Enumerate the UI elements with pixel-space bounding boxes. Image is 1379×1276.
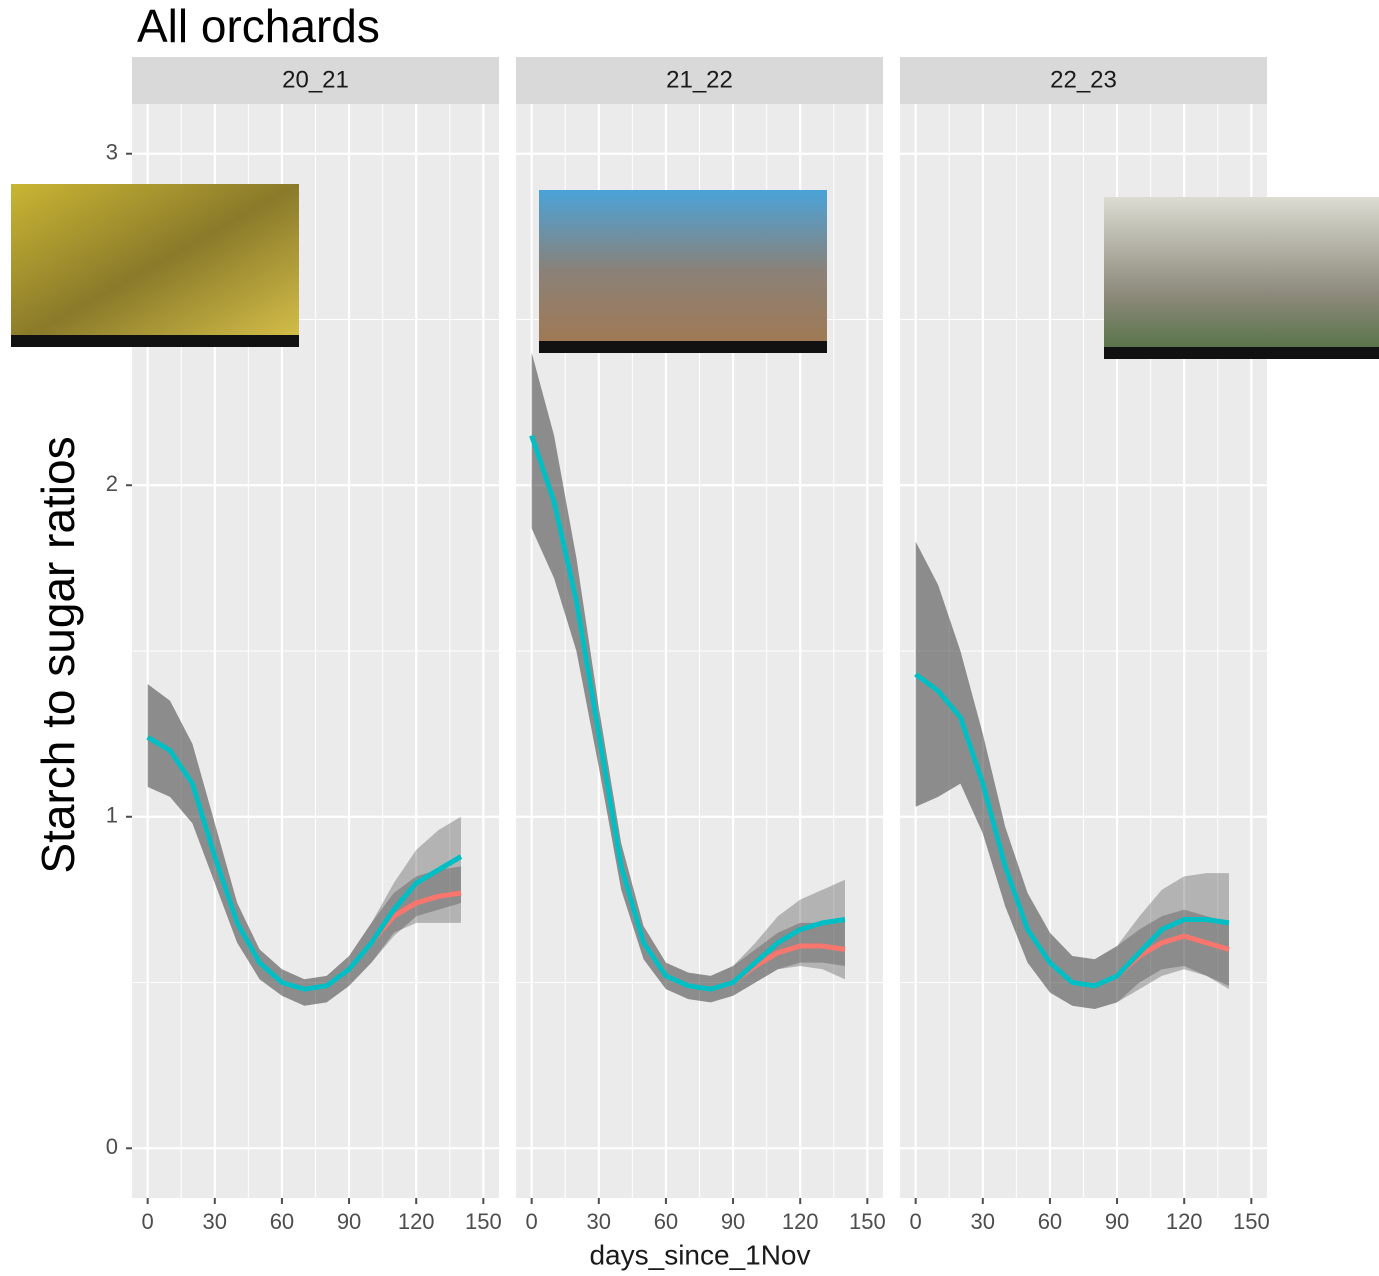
- smooth-line: [529, 434, 846, 992]
- x-tick-label: 0: [142, 1209, 154, 1234]
- photo-caption-bar: [539, 341, 827, 353]
- x-tick-label: 90: [721, 1209, 745, 1234]
- strip-label: 21_22: [666, 66, 733, 93]
- x-tick-label: 30: [203, 1209, 227, 1234]
- x-tick-label: 0: [526, 1209, 538, 1234]
- x-tick-label: 120: [398, 1209, 435, 1234]
- x-tick-label: 30: [971, 1209, 995, 1234]
- x-tick-label: 90: [337, 1209, 361, 1234]
- strip-label: 20_21: [282, 66, 349, 93]
- smooth-line: [146, 735, 463, 992]
- y-axis-label: Starch to sugar ratios: [32, 436, 84, 873]
- photo-caption-bar: [1104, 347, 1379, 359]
- x-tick-label: 120: [782, 1209, 819, 1234]
- x-tick-label: 90: [1105, 1209, 1129, 1234]
- y-tick-label: 2: [106, 471, 118, 496]
- strip: [132, 57, 499, 104]
- y-tick-label: 0: [106, 1134, 118, 1159]
- x-tick-label: 30: [587, 1209, 611, 1234]
- x-tick-label: 60: [1038, 1209, 1062, 1234]
- photo: [11, 184, 299, 347]
- strip-label: 22_23: [1050, 66, 1117, 93]
- strip: [516, 57, 883, 104]
- x-axis-label: days_since_1Nov: [589, 1239, 810, 1270]
- x-tick-label: 150: [849, 1209, 886, 1234]
- photos: [11, 184, 1379, 359]
- x-tick-label: 60: [654, 1209, 678, 1234]
- chart-title: All orchards: [137, 0, 380, 52]
- x-tick-label: 150: [465, 1209, 502, 1234]
- x-tick-label: 60: [270, 1209, 294, 1234]
- x-tick-label: 120: [1166, 1209, 1203, 1234]
- photo: [1104, 197, 1379, 359]
- x-tick-label: 150: [1233, 1209, 1270, 1234]
- strip: [900, 57, 1267, 104]
- confidence-band: [531, 352, 845, 1003]
- confidence-band: [531, 352, 845, 1003]
- y-tick-label: 1: [106, 803, 118, 828]
- x-tick-label: 0: [910, 1209, 922, 1234]
- photo: [539, 190, 827, 353]
- smooth-line: [914, 672, 1230, 989]
- photo-caption-bar: [11, 335, 299, 347]
- y-tick-label: 3: [106, 140, 118, 165]
